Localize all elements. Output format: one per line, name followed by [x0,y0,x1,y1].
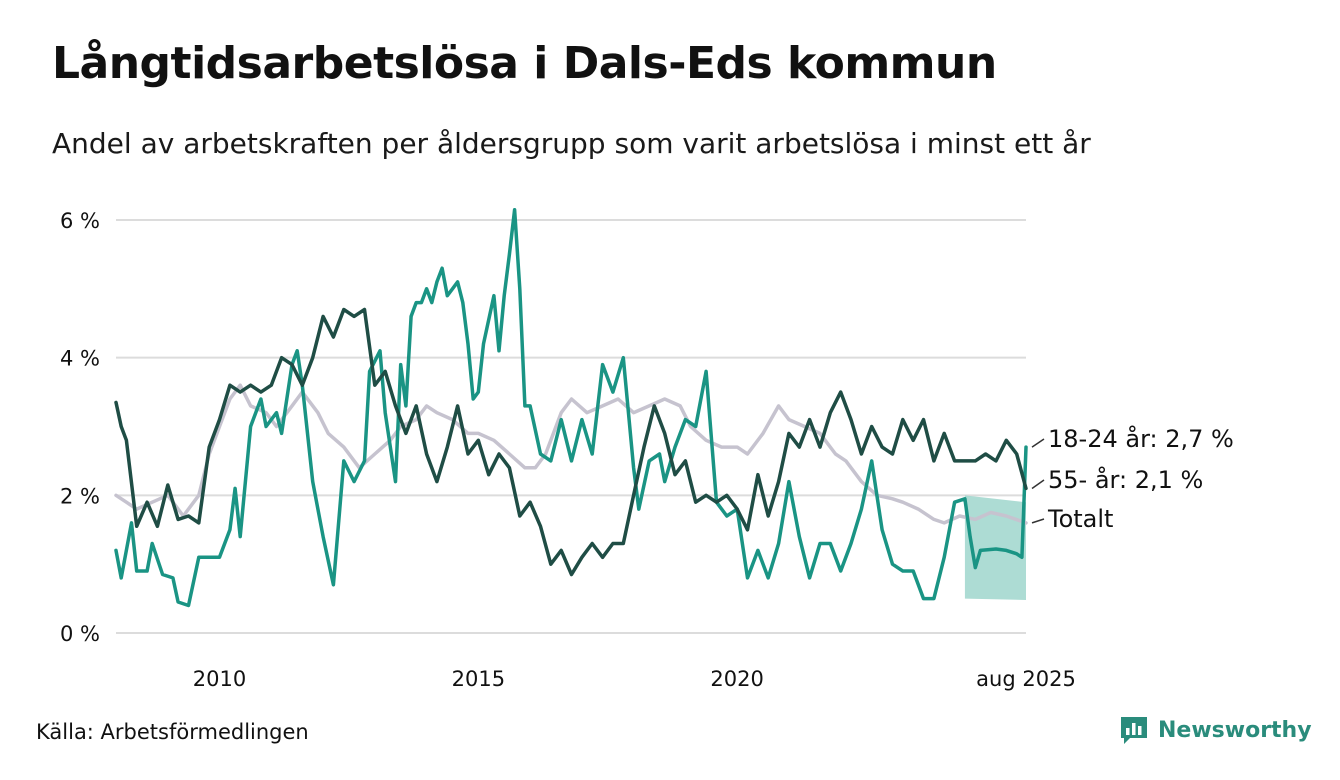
end-label-totalt: Totalt [1047,505,1113,533]
end-label-leader [1031,518,1045,524]
y-tick-label: 4 % [60,347,100,371]
line-chart: 0 % 2 % 4 % 6 % 2010 2015 2020 aug 2025 Totalt 18… [60,207,1234,691]
end-label-55-r: 55- år: 2,1 % [1048,465,1203,494]
series-line-55-r [114,307,1028,577]
x-tick-label: 2010 [193,667,246,691]
source-note: Källa: Arbetsförmedlingen [36,720,309,744]
y-tick-label: 2 % [60,484,100,508]
chart-title: Långtidsarbetslösa i Dals-Eds kommun [52,38,997,89]
brand-name: Newsworthy [1158,717,1312,743]
chart-subtitle: Andel av arbetskraften per åldersgrupp s… [52,127,1091,160]
newsworthy-logo-icon [1121,717,1147,744]
x-tick-label: 2020 [710,667,763,691]
x-tick-label: 2015 [452,667,505,691]
labels: 0 % 2 % 4 % 6 % 2010 2015 2020 aug 2025 Totalt 18… [60,209,1234,691]
y-tick-label: 0 % [60,622,100,646]
x-tick-label: aug 2025 [976,667,1076,691]
series-line-totalt [114,383,1028,525]
end-label-18-24-r: 18-24 år: 2,7 % [1048,424,1234,453]
end-label-leader [1031,438,1045,448]
end-label-leader [1031,479,1045,490]
series-lines [114,207,1028,608]
y-tick-label: 6 % [60,209,100,233]
series-line-18-24-r [114,207,1028,608]
brand-logo: Newsworthy [1118,714,1312,746]
